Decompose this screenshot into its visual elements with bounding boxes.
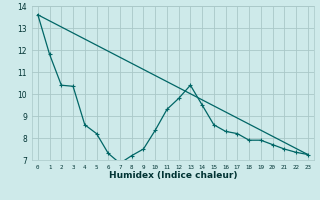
X-axis label: Humidex (Indice chaleur): Humidex (Indice chaleur) [108,171,237,180]
